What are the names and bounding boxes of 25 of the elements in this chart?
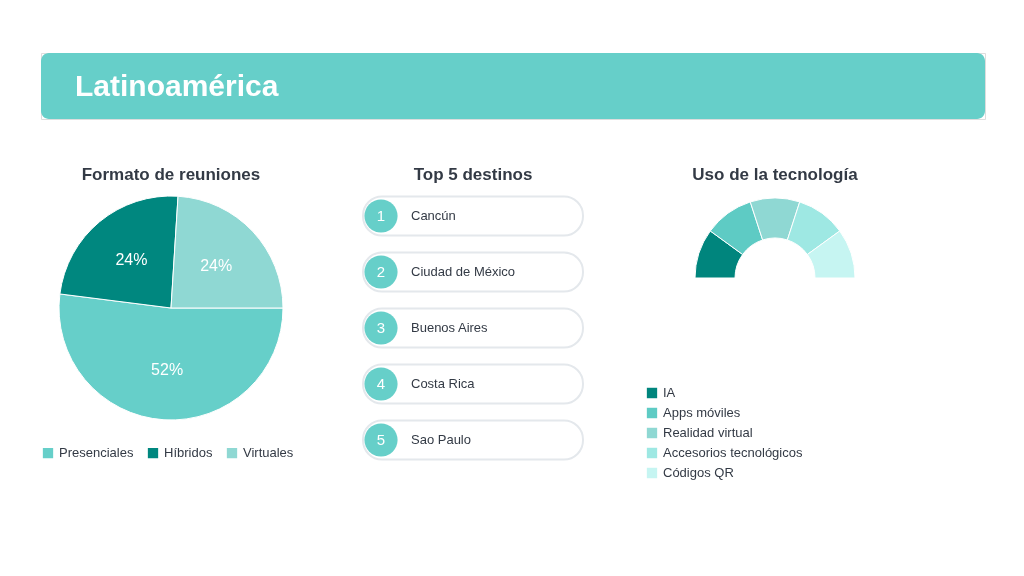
legend-label: Accesorios tecnológicos	[663, 445, 803, 460]
text: Top 5 destinos	[413, 165, 533, 184]
legend-label: IA	[663, 385, 676, 400]
legend-label: Apps móviles	[663, 405, 741, 420]
legend-label: Híbridos	[164, 445, 213, 461]
legend-label: Realidad virtual	[663, 425, 753, 440]
category-label: Buenos Aires	[411, 320, 489, 335]
data-label: 3	[376, 319, 386, 336]
data-label: 5	[376, 431, 386, 448]
legend-label: Códigos QR	[663, 465, 734, 480]
category-label: Sao Paulo	[411, 432, 471, 447]
legend-label: Virtuales	[243, 445, 294, 461]
data-label: 52%	[151, 360, 184, 378]
chart-title: Formato de reuniones	[81, 165, 261, 184]
legend-label: Presenciales	[59, 445, 134, 461]
category-label: Ciudad de México	[411, 264, 516, 279]
data-label: 1	[376, 207, 386, 224]
text: Latinoamérica	[75, 69, 279, 102]
data-label: 4	[376, 375, 386, 392]
category-label: Cancún	[411, 208, 456, 223]
data-label: 24%	[200, 256, 233, 274]
chart-title: Uso de la tecnología	[692, 165, 859, 184]
data-label: 24%	[115, 251, 148, 269]
data-label: 2	[376, 263, 386, 280]
category-label: Costa Rica	[411, 376, 476, 391]
